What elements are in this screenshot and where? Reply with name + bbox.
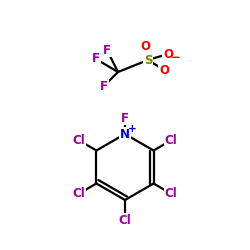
Text: Cl: Cl xyxy=(73,187,86,200)
Text: N: N xyxy=(120,128,130,140)
Text: Cl: Cl xyxy=(119,214,132,226)
Text: F: F xyxy=(92,52,100,66)
Text: F: F xyxy=(103,44,111,57)
Text: F: F xyxy=(121,112,129,124)
Text: F: F xyxy=(100,80,108,92)
Text: Cl: Cl xyxy=(164,134,177,147)
Text: S: S xyxy=(144,54,152,66)
Text: O: O xyxy=(163,48,173,60)
Text: Cl: Cl xyxy=(164,187,177,200)
Text: Cl: Cl xyxy=(73,134,86,147)
Text: +: + xyxy=(128,124,136,134)
Text: O: O xyxy=(140,40,150,52)
Text: −: − xyxy=(171,52,181,64)
Text: O: O xyxy=(159,64,169,76)
